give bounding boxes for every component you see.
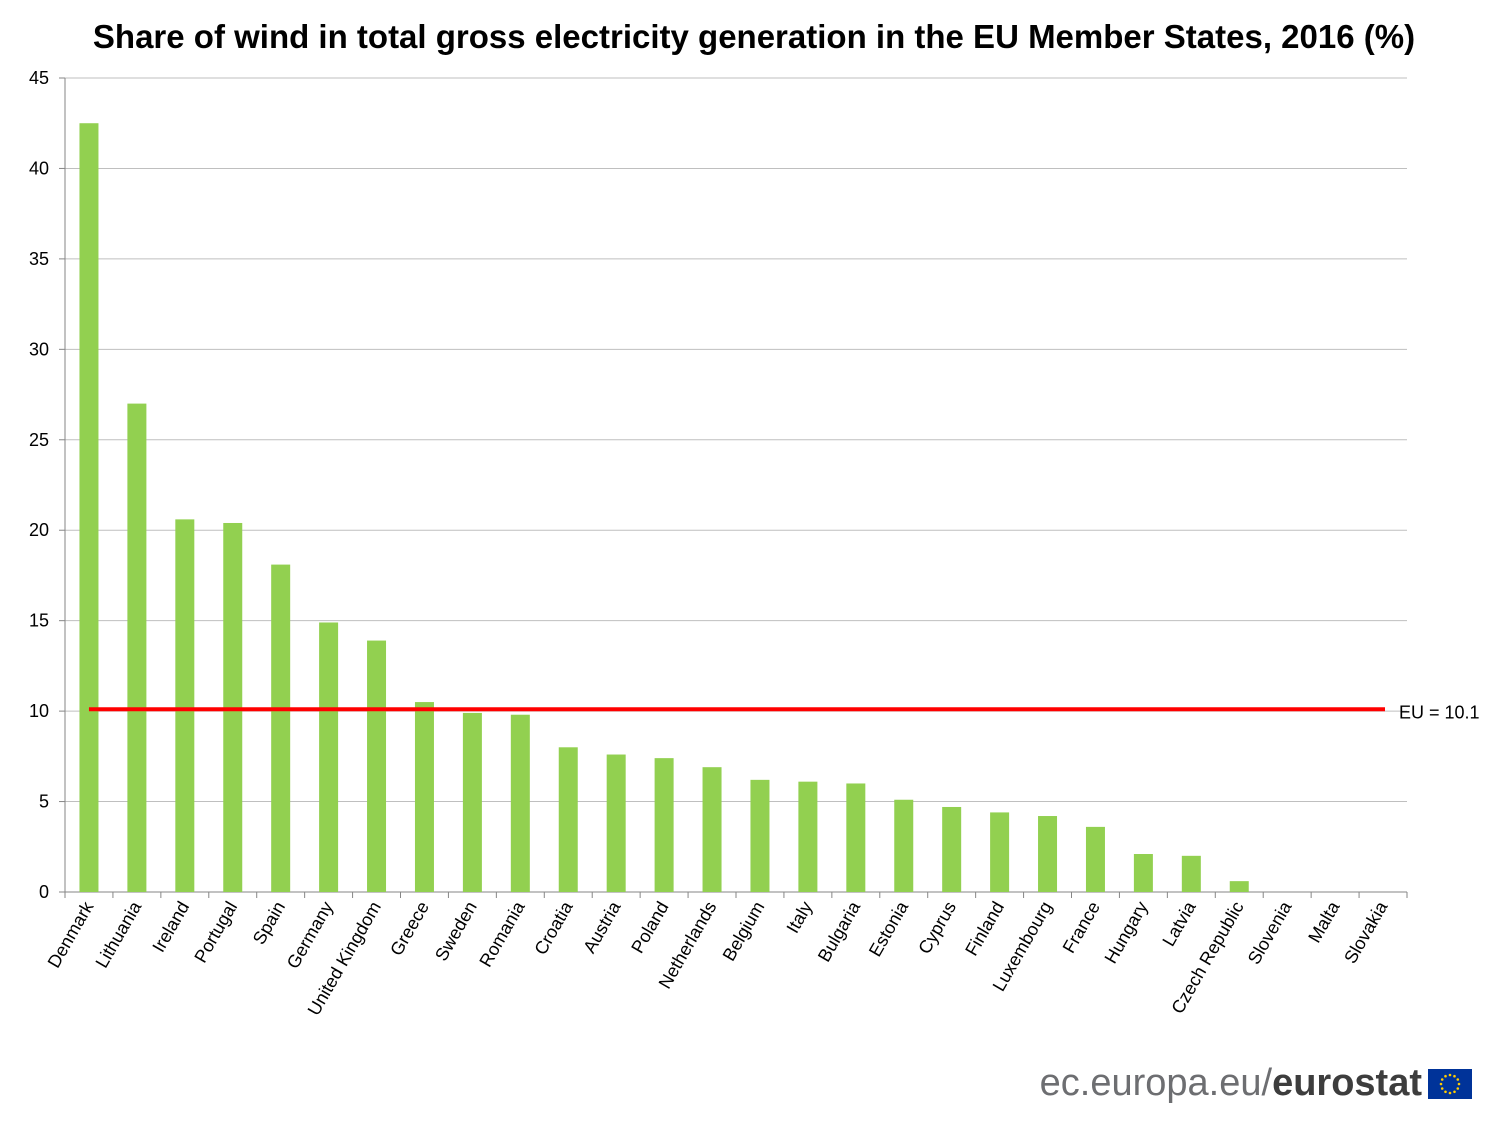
bar-spain (271, 564, 291, 892)
bar-romania (510, 714, 530, 892)
y-tick-labels: 0 5 10 15 20 25 30 35 40 45 (29, 68, 49, 902)
bar-latvia (1181, 855, 1201, 892)
footer-brand: eurostat (1272, 1062, 1422, 1104)
bar-cyprus (942, 806, 962, 892)
x-tick-label: Latvia (1158, 897, 1200, 949)
flag-field (1428, 1068, 1472, 1099)
bar-luxembourg (1038, 816, 1058, 892)
bar-greece (414, 702, 434, 892)
bar-croatia (558, 747, 578, 892)
bar-finland (990, 812, 1010, 892)
bar-estonia (894, 799, 914, 892)
x-tick-label: Belgium (719, 898, 769, 964)
bar-sweden (462, 712, 482, 892)
x-tick-label: Portugal (190, 898, 241, 966)
bar-austria (606, 754, 626, 892)
x-tick-label: Slovenia (1244, 897, 1296, 968)
x-tick-label: Poland (627, 898, 672, 957)
bar-united-kingdom (367, 640, 387, 892)
x-tick-label: Denmark (44, 897, 98, 971)
flag-star (1444, 1074, 1447, 1078)
y-tick-label: 45 (29, 68, 49, 88)
y-tick-label: 20 (29, 520, 49, 540)
x-tick-label: Slovakia (1340, 897, 1392, 967)
gridlines (65, 77, 1407, 803)
bar-czech-republic (1229, 881, 1249, 892)
y-tick-label: 5 (39, 792, 49, 812)
y-tick-label: 40 (29, 158, 49, 178)
flag-star (1439, 1082, 1443, 1085)
chart-title: Share of wind in total gross electricity… (92, 18, 1416, 55)
flag-star (1440, 1077, 1444, 1081)
bar-hungary (1133, 854, 1153, 892)
x-tick-label: Romania (475, 897, 529, 970)
eu-flag-icon (1428, 1068, 1472, 1099)
footer-logo: ec.europa.eu/eurostat (1040, 1062, 1472, 1105)
y-tick-label: 30 (29, 339, 49, 359)
axes (59, 77, 1408, 898)
x-tick-label: Sweden (431, 898, 481, 964)
x-tick-label: France (1059, 898, 1104, 957)
x-tick-label: Austria (579, 897, 625, 956)
x-tick-label: Hungary (1101, 898, 1152, 967)
x-tick-label: Cyprus (914, 898, 960, 957)
footer-text: ec.europa.eu/eurostat (1040, 1062, 1422, 1105)
bar-italy (798, 781, 818, 892)
bar-germany (319, 622, 339, 892)
flag-star (1453, 1074, 1456, 1078)
x-tick-label: Lithuania (91, 897, 145, 971)
bar-poland (654, 758, 674, 892)
bar-bulgaria (846, 783, 866, 892)
bar-ireland (175, 519, 195, 892)
y-tick-label: 25 (29, 430, 49, 450)
flag-star (1448, 1073, 1452, 1076)
y-tick-label: 10 (29, 701, 49, 721)
x-tick-label: Malta (1304, 897, 1344, 946)
flag-star (1456, 1077, 1460, 1081)
bars (79, 123, 1249, 892)
x-tick-label: Ireland (148, 898, 193, 956)
x-tick-label: Estonia (865, 897, 913, 960)
flag-star (1440, 1086, 1444, 1090)
bar-belgium (750, 779, 770, 892)
y-tick-label: 35 (29, 249, 49, 269)
y-tick-label: 0 (39, 882, 49, 902)
flag-star (1457, 1082, 1461, 1085)
x-tick-label: Italy (783, 898, 817, 937)
footer-url: ec.europa.eu/ (1039, 1062, 1273, 1104)
flag-star (1456, 1086, 1460, 1090)
bar-lithuania (127, 403, 147, 892)
x-tick-label: Germany (283, 898, 337, 972)
flag-star (1444, 1089, 1447, 1093)
x-tick-label: Spain (249, 898, 289, 948)
y-tick-label: 15 (29, 611, 49, 631)
eu-average-label: EU = 10.1 (1399, 702, 1480, 722)
x-tick-label: Bulgaria (814, 897, 865, 965)
bar-france (1085, 826, 1105, 892)
bar-netherlands (702, 767, 722, 892)
x-tick-label: Finland (961, 898, 1008, 959)
eu-average: EU = 10.1 (88, 702, 1480, 722)
bar-denmark (79, 123, 99, 892)
x-tick-label: Croatia (530, 897, 577, 958)
flag-star (1448, 1091, 1452, 1094)
x-tick-label: Greece (386, 898, 433, 959)
flag-star (1453, 1089, 1456, 1093)
